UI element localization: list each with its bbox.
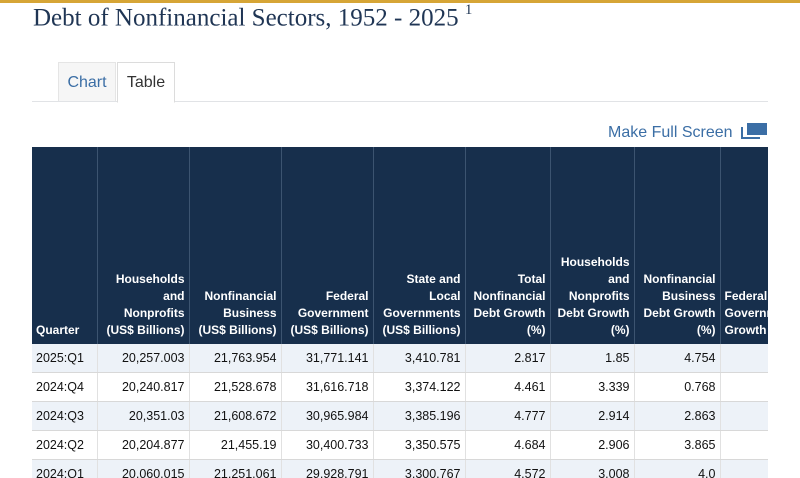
cell-state-local: 3,350.575 xyxy=(373,430,466,460)
column-header-households-growth[interactable]: Households and Nonprofits Debt Growth (%… xyxy=(550,147,635,344)
table-row: 2024:Q1 20,060.015 21,251.061 29,928.791… xyxy=(32,459,768,478)
page-title: Debt of Nonfinancial Sectors, 1952 - 202… xyxy=(33,2,473,32)
cell-business: 21,528.678 xyxy=(189,372,282,402)
column-header-nonfinancial-business[interactable]: Nonfinancial Business (US$ Billions) xyxy=(189,147,282,344)
cell-federal-growth xyxy=(720,344,768,373)
make-full-screen-label: Make Full Screen xyxy=(608,124,733,141)
cell-federal: 31,771.141 xyxy=(281,344,374,373)
top-accent-bar xyxy=(0,0,800,3)
view-tabs: Chart Table xyxy=(32,62,768,103)
cell-quarter: 2024:Q1 xyxy=(32,459,98,478)
cell-state-local: 3,410.781 xyxy=(373,344,466,373)
cell-state-local: 3,300.767 xyxy=(373,459,466,478)
cell-households-growth: 2.914 xyxy=(550,401,635,431)
table-row: 2024:Q3 20,351.03 21,608.672 30,965.984 … xyxy=(32,401,768,431)
cell-federal-growth xyxy=(720,401,768,431)
column-header-federal-government[interactable]: Federal Government (US$ Billions) xyxy=(281,147,374,344)
tab-table[interactable]: Table xyxy=(117,62,175,103)
fullscreen-icon xyxy=(741,123,767,139)
cell-federal: 31,616.718 xyxy=(281,372,374,402)
cell-federal: 30,965.984 xyxy=(281,401,374,431)
cell-total-growth: 4.572 xyxy=(465,459,551,478)
cell-state-local: 3,374.122 xyxy=(373,372,466,402)
cell-households: 20,060.015 xyxy=(97,459,190,478)
column-header-households[interactable]: Households and Nonprofits (US$ Billions) xyxy=(97,147,190,344)
cell-business-growth: 4.0 xyxy=(634,459,721,478)
cell-households: 20,204.877 xyxy=(97,430,190,460)
cell-quarter: 2024:Q3 xyxy=(32,401,98,431)
cell-federal: 29,928.791 xyxy=(281,459,374,478)
make-full-screen-button[interactable]: Make Full Screen xyxy=(608,122,767,144)
cell-business: 21,251.061 xyxy=(189,459,282,478)
cell-households: 20,351.03 xyxy=(97,401,190,431)
cell-households: 20,240.817 xyxy=(97,372,190,402)
cell-households-growth: 3.008 xyxy=(550,459,635,478)
column-header-quarter[interactable]: Quarter xyxy=(32,147,98,344)
cell-quarter: 2025:Q1 xyxy=(32,344,98,373)
table-row: 2025:Q1 20,257.003 21,763.954 31,771.141… xyxy=(32,344,768,373)
tab-divider xyxy=(32,101,768,102)
cell-business-growth: 0.768 xyxy=(634,372,721,402)
cell-total-growth: 2.817 xyxy=(465,344,551,373)
column-header-total-growth[interactable]: Total Nonfinancial Debt Growth (%) xyxy=(465,147,551,344)
table-row: 2024:Q4 20,240.817 21,528.678 31,616.718… xyxy=(32,372,768,402)
cell-households-growth: 1.85 xyxy=(550,344,635,373)
tab-chart[interactable]: Chart xyxy=(58,62,116,102)
cell-business-growth: 4.754 xyxy=(634,344,721,373)
column-header-state-local[interactable]: State and Local Governments (US$ Billion… xyxy=(373,147,466,344)
table-row: 2024:Q2 20,204.877 21,455.19 30,400.733 … xyxy=(32,430,768,460)
cell-business-growth: 2.863 xyxy=(634,401,721,431)
cell-business: 21,608.672 xyxy=(189,401,282,431)
page-title-text: Debt of Nonfinancial Sectors, 1952 - 202… xyxy=(33,4,459,32)
cell-households: 20,257.003 xyxy=(97,344,190,373)
data-table-container[interactable]: Quarter Households and Nonprofits (US$ B… xyxy=(32,147,768,478)
cell-federal-growth xyxy=(720,430,768,460)
cell-total-growth: 4.684 xyxy=(465,430,551,460)
cell-federal-growth xyxy=(720,372,768,402)
cell-business-growth: 3.865 xyxy=(634,430,721,460)
cell-federal: 30,400.733 xyxy=(281,430,374,460)
cell-business: 21,763.954 xyxy=(189,344,282,373)
debt-table: Quarter Households and Nonprofits (US$ B… xyxy=(32,147,768,478)
cell-households-growth: 2.906 xyxy=(550,430,635,460)
cell-total-growth: 4.461 xyxy=(465,372,551,402)
cell-total-growth: 4.777 xyxy=(465,401,551,431)
cell-state-local: 3,385.196 xyxy=(373,401,466,431)
cell-quarter: 2024:Q4 xyxy=(32,372,98,402)
cell-business: 21,455.19 xyxy=(189,430,282,460)
table-header-row: Quarter Households and Nonprofits (US$ B… xyxy=(32,147,768,344)
column-header-business-growth[interactable]: Nonfinancial Business Debt Growth (%) xyxy=(634,147,721,344)
cell-quarter: 2024:Q2 xyxy=(32,430,98,460)
column-header-federal-growth[interactable]: Federal Government Growth xyxy=(720,147,768,344)
footnote-marker[interactable]: 1 xyxy=(464,2,473,18)
cell-federal-growth xyxy=(720,459,768,478)
cell-households-growth: 3.339 xyxy=(550,372,635,402)
